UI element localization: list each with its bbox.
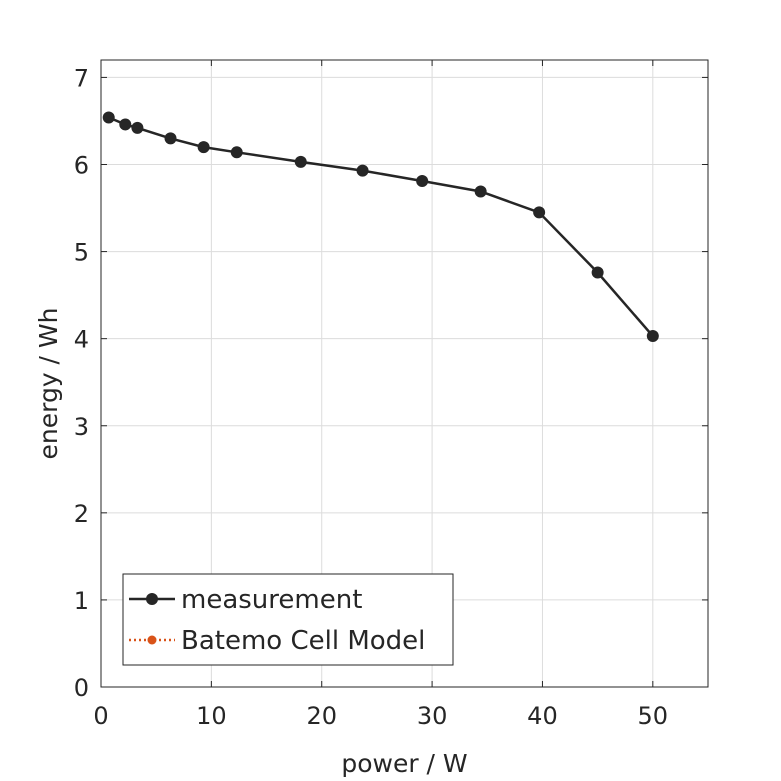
legend-label: measurement xyxy=(181,585,362,615)
data-point xyxy=(474,185,487,198)
x-tick-label: 50 xyxy=(638,702,669,730)
x-tick-label: 0 xyxy=(93,702,108,730)
x-tick-label: 30 xyxy=(417,702,448,730)
x-tick-label: 40 xyxy=(527,702,558,730)
y-tick-label: 5 xyxy=(74,239,89,267)
data-point xyxy=(533,206,546,219)
legend-marker xyxy=(146,593,158,605)
data-point xyxy=(119,118,132,131)
y-tick-label: 1 xyxy=(74,587,89,615)
y-tick-label: 2 xyxy=(74,500,89,528)
plot-area xyxy=(100,59,709,688)
y-axis-label: energy / Wh xyxy=(34,308,63,460)
legend-box xyxy=(122,573,454,666)
x-axis-ticks: 0 10 20 30 40 50 xyxy=(93,60,668,730)
y-tick-label: 4 xyxy=(74,326,89,354)
y-axis-ticks: 0 1 2 3 4 5 6 7 xyxy=(74,64,708,702)
data-point xyxy=(131,121,144,134)
data-point xyxy=(164,132,177,145)
legend-marker xyxy=(147,635,157,645)
data-point xyxy=(197,141,210,154)
y-tick-label: 0 xyxy=(74,674,89,702)
data-point xyxy=(416,175,429,188)
data-point xyxy=(356,164,369,177)
data-point xyxy=(294,155,307,168)
y-tick-label: 3 xyxy=(74,413,89,441)
data-point xyxy=(591,266,604,279)
y-tick-label: 6 xyxy=(74,152,89,180)
data-point xyxy=(646,330,659,343)
legend-label: Batemo Cell Model xyxy=(181,626,425,656)
series-line-0 xyxy=(108,116,654,337)
data-point xyxy=(102,111,115,124)
x-axis-label: power / W xyxy=(341,749,467,778)
x-tick-label: 10 xyxy=(196,702,227,730)
data-point xyxy=(230,146,243,159)
grid xyxy=(100,60,708,688)
y-tick-label: 7 xyxy=(74,64,89,92)
series xyxy=(102,111,659,343)
legend: measurement Batemo Cell Model xyxy=(122,573,454,666)
x-tick-label: 20 xyxy=(306,702,337,730)
